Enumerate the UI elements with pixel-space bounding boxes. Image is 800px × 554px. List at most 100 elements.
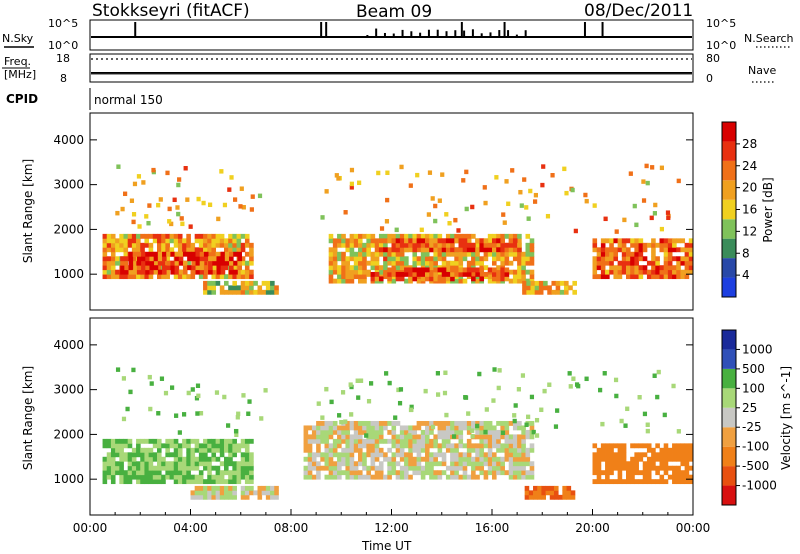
velocity-cell [127, 474, 133, 480]
velocity-cell [496, 456, 501, 462]
power-cell [613, 269, 619, 275]
velocity-cell [600, 479, 606, 485]
velocity-cell [378, 447, 384, 453]
power-cell [416, 247, 422, 253]
velocity-colorbar-tick-label: -500 [742, 459, 769, 473]
power-cell [227, 187, 232, 192]
power-cell [244, 274, 250, 280]
velocity-cell [487, 456, 493, 462]
power-cell [349, 269, 355, 275]
velocity-cell [655, 479, 660, 485]
velocity-cell [642, 411, 648, 417]
power-cell [634, 265, 639, 271]
velocity-cell [349, 452, 355, 458]
power-cell [345, 260, 351, 266]
power-colorbar-tick-label: 4 [742, 268, 750, 282]
cpid-value: normal 150 [94, 93, 163, 107]
power-cell [165, 233, 170, 239]
velocity-cell [609, 447, 614, 453]
velocity-cell [366, 429, 371, 435]
velocity-cell [362, 456, 367, 462]
velocity-cell [177, 479, 183, 485]
power-cell [174, 269, 180, 275]
velocity-cell [198, 479, 204, 485]
power-cell [385, 170, 390, 176]
velocity-cell [567, 371, 572, 376]
velocity-cell [528, 490, 534, 496]
power-cell [621, 251, 627, 257]
velocity-cell [110, 452, 116, 458]
freq-unit-label: [MHz] [4, 68, 36, 81]
power-cell [617, 238, 623, 244]
power-cell [521, 274, 526, 280]
power-cell [621, 256, 627, 262]
power-cell [158, 197, 163, 202]
power-cell [140, 247, 145, 253]
power-cell [131, 274, 137, 280]
power-cell [492, 233, 497, 239]
power-cell [379, 226, 385, 231]
velocity-cell [119, 470, 124, 476]
power-cell [688, 260, 694, 266]
velocity-heatmap [102, 367, 694, 500]
velocity-cell [396, 387, 401, 393]
velocity-cell [416, 465, 422, 471]
velocity-cell [441, 452, 447, 458]
velocity-cell [198, 470, 204, 476]
velocity-cell [157, 474, 162, 480]
power-cell [592, 265, 598, 271]
velocity-cell [454, 447, 459, 453]
power-cell [141, 251, 146, 257]
velocity-cell [399, 447, 405, 453]
velocity-cell [484, 407, 489, 412]
velocity-cell [475, 456, 480, 462]
power-cell [136, 174, 142, 179]
velocity-colorbar-tick-label: 25 [742, 401, 757, 415]
power-cell [508, 247, 514, 253]
power-cell [343, 210, 348, 215]
velocity-colorbar-band [722, 466, 736, 486]
power-cell [529, 251, 535, 257]
velocity-cell [358, 461, 363, 467]
power-cell [106, 238, 112, 244]
power-cell [123, 274, 129, 280]
velocity-cell [169, 452, 175, 458]
velocity-cell [332, 452, 338, 458]
velocity-cell [341, 434, 346, 440]
velocity-cell [378, 429, 384, 435]
velocity-cell [337, 443, 342, 449]
velocity-cell [416, 420, 422, 426]
velocity-cell [136, 479, 141, 485]
power-cell [233, 251, 238, 257]
power-cell [136, 269, 142, 275]
power-cell [148, 233, 154, 239]
power-cell [157, 256, 163, 262]
power-cell [169, 221, 174, 227]
velocity-cell [387, 420, 392, 426]
power-cell [634, 251, 639, 257]
power-cell [236, 242, 242, 248]
power-cell [642, 269, 648, 275]
power-cell [412, 260, 418, 266]
velocity-cell [613, 461, 619, 467]
velocity-cell [353, 438, 359, 444]
power-cell [454, 251, 459, 257]
velocity-cell [136, 452, 141, 458]
velocity-cell [119, 465, 124, 471]
power-cell [236, 289, 242, 295]
velocity-cell [404, 429, 409, 435]
power-cell [211, 285, 217, 291]
velocity-cell [391, 429, 397, 435]
velocity-cell [441, 461, 447, 467]
velocity-cell [646, 465, 652, 471]
velocity-colorbar-band [722, 349, 736, 369]
power-cell [110, 269, 116, 275]
velocity-cell [642, 465, 648, 471]
power-cell [332, 238, 338, 244]
velocity-cell [374, 447, 380, 453]
power-cell [600, 269, 606, 275]
velocity-cell [605, 470, 610, 476]
velocity-cell [303, 438, 309, 444]
power-cell [500, 256, 505, 262]
velocity-cell [500, 447, 505, 453]
